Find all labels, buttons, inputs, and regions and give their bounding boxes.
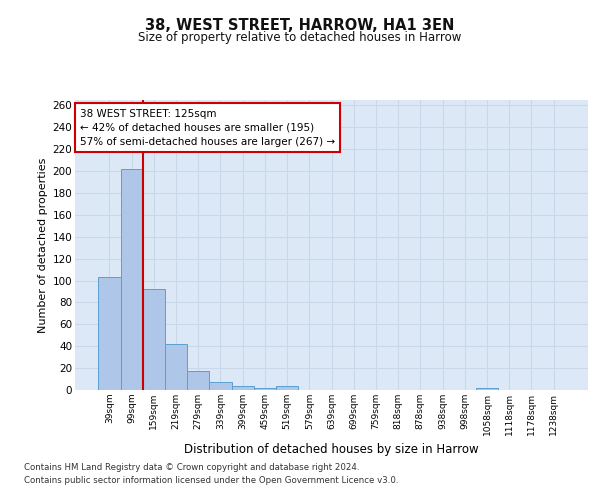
Bar (121, 169, 143, 390)
Text: 38, WEST STREET, HARROW, HA1 3EN: 38, WEST STREET, HARROW, HA1 3EN (145, 18, 455, 32)
Bar (143, 290, 165, 390)
Bar (232, 386, 254, 390)
Text: Contains HM Land Registry data © Crown copyright and database right 2024.: Contains HM Land Registry data © Crown c… (24, 462, 359, 471)
Y-axis label: Number of detached properties: Number of detached properties (38, 158, 49, 332)
Bar (209, 382, 232, 390)
Bar (476, 388, 498, 390)
Text: 38 WEST STREET: 125sqm
← 42% of detached houses are smaller (195)
57% of semi-de: 38 WEST STREET: 125sqm ← 42% of detached… (80, 108, 335, 146)
Bar (276, 386, 298, 390)
Text: Contains public sector information licensed under the Open Government Licence v3: Contains public sector information licen… (24, 476, 398, 485)
Bar (187, 372, 209, 390)
Bar (254, 388, 276, 390)
Bar (165, 344, 187, 390)
Bar (98, 278, 121, 390)
X-axis label: Distribution of detached houses by size in Harrow: Distribution of detached houses by size … (184, 443, 479, 456)
Text: Size of property relative to detached houses in Harrow: Size of property relative to detached ho… (139, 31, 461, 44)
